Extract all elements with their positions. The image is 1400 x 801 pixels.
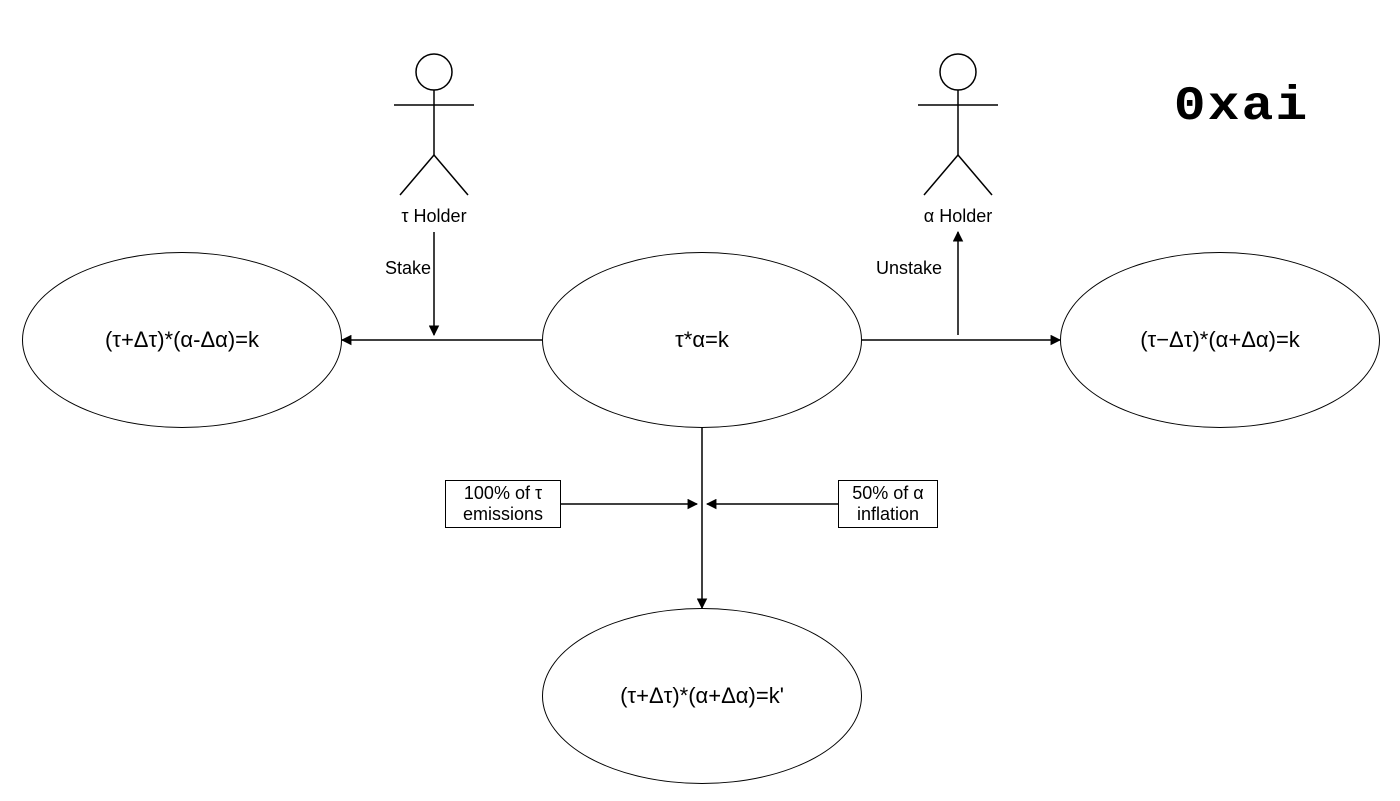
tau-holder-actor xyxy=(394,54,474,195)
emissions-box-label: 100% of τemissions xyxy=(463,483,543,524)
node-center-label: τ*α=k xyxy=(665,327,739,353)
node-right-ellipse: (τ−Δτ)*(α+Δα)=k xyxy=(1060,252,1380,428)
tau-holder-label: τ Holder xyxy=(374,206,494,227)
inflation-box-label: 50% of αinflation xyxy=(852,483,923,524)
emissions-box: 100% of τemissions xyxy=(445,480,561,528)
unstake-label: Unstake xyxy=(876,258,942,279)
stake-label: Stake xyxy=(385,258,431,279)
logo-text: 0xai xyxy=(1174,80,1310,134)
alpha-holder-actor xyxy=(918,54,998,195)
node-right-label: (τ−Δτ)*(α+Δα)=k xyxy=(1130,327,1310,353)
node-bottom-ellipse: (τ+Δτ)*(α+Δα)=k' xyxy=(542,608,862,784)
node-bottom-label: (τ+Δτ)*(α+Δα)=k' xyxy=(610,683,794,709)
node-center-ellipse: τ*α=k xyxy=(542,252,862,428)
diagram-canvas: 0xai τ*α=k (τ+Δτ)*(α-Δα)=k (τ−Δτ)*(α+Δα)… xyxy=(0,0,1400,801)
alpha-holder-label: α Holder xyxy=(898,206,1018,227)
inflation-box: 50% of αinflation xyxy=(838,480,938,528)
node-left-label: (τ+Δτ)*(α-Δα)=k xyxy=(95,327,269,353)
node-left-ellipse: (τ+Δτ)*(α-Δα)=k xyxy=(22,252,342,428)
